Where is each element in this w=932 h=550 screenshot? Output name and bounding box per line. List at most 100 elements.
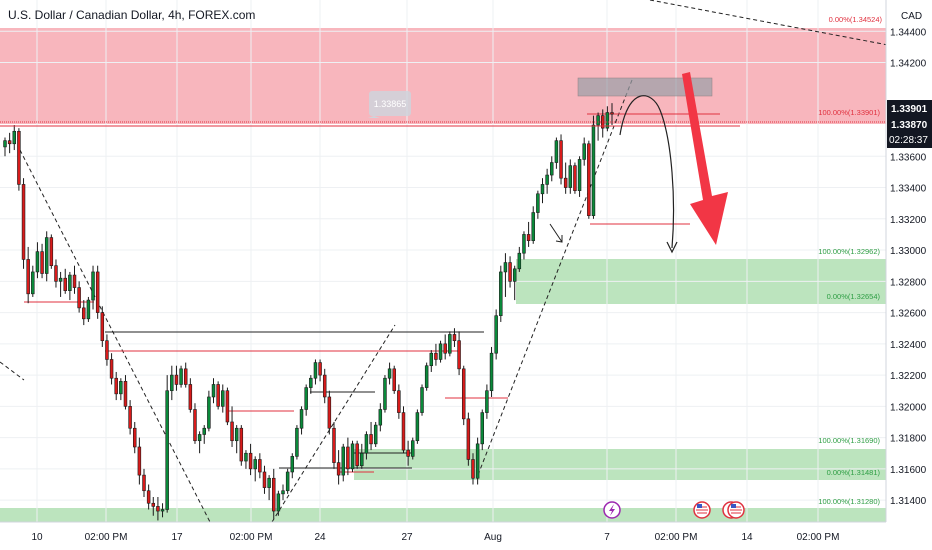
- candle-body: [304, 387, 308, 410]
- event-icons[interactable]: [603, 501, 745, 519]
- candle-body: [554, 140, 559, 163]
- candle-body: [211, 384, 216, 398]
- candle-body: [485, 390, 489, 413]
- chart-title: U.S. Dollar / Canadian Dollar, 4h, FOREX…: [8, 8, 255, 22]
- candle-body: [151, 502, 156, 507]
- candle-body: [244, 452, 248, 462]
- candle-body: [253, 459, 257, 470]
- candle-body: [568, 165, 573, 188]
- bar-countdown: 02:28:37: [889, 135, 928, 146]
- candle-body: [471, 459, 475, 479]
- candle-body: [512, 268, 517, 282]
- candle-body: [540, 184, 545, 195]
- price-tick-12: 1.31600: [890, 465, 927, 476]
- fib-label-upper-100: 100.00%(1.33901): [818, 108, 880, 117]
- candle-body: [35, 251, 40, 273]
- bid-price-value: 1.33870: [891, 120, 928, 131]
- candle-body: [494, 315, 498, 354]
- price-tick-0: 1.34400: [890, 27, 927, 38]
- candle-body: [137, 446, 142, 476]
- candle-body: [248, 452, 253, 470]
- candle-body: [438, 343, 443, 360]
- candle-body: [563, 177, 568, 188]
- candle-body: [309, 377, 313, 388]
- bid-price-badge: [887, 116, 932, 148]
- time-tick-9: 14: [741, 532, 753, 543]
- trendlines: [0, 0, 889, 523]
- candle-body: [536, 193, 540, 213]
- price-tick-2: 1.33600: [890, 152, 927, 163]
- candle-body: [174, 374, 179, 385]
- candle-body: [58, 277, 63, 282]
- candle-body: [378, 409, 383, 426]
- price-tick-10: 1.32000: [890, 402, 927, 413]
- candle-body: [466, 418, 471, 460]
- candle-body: [503, 262, 508, 273]
- price-tick-9: 1.32200: [890, 371, 927, 382]
- candle-body: [290, 456, 295, 473]
- price-axis[interactable]: [886, 0, 932, 550]
- candle-body: [550, 162, 554, 176]
- horizontal-grid: [0, 30, 886, 501]
- candle-body: [225, 390, 230, 423]
- candle-body: [360, 452, 364, 467]
- price-callout: 1.33865: [368, 91, 411, 118]
- price-tick-1: 1.34200: [890, 59, 927, 70]
- us-flag-canton-icon-2: [731, 504, 736, 508]
- projection-arc: [619, 95, 675, 249]
- candle-body: [573, 165, 577, 191]
- candle-body: [452, 334, 457, 342]
- small-arrow: [549, 223, 563, 243]
- candle-body: [95, 271, 100, 313]
- price-tick-7: 1.32600: [890, 309, 927, 320]
- candle-body: [82, 307, 86, 320]
- candle-body: [397, 390, 401, 413]
- time-axis[interactable]: [0, 522, 886, 550]
- candle-body: [119, 381, 123, 395]
- candle-body: [364, 434, 369, 454]
- candle-body: [489, 352, 494, 392]
- candle-body: [461, 368, 466, 420]
- candle-body: [202, 427, 206, 435]
- candle-body: [109, 359, 114, 379]
- candle-body: [346, 446, 350, 470]
- candle-body: [508, 262, 512, 282]
- time-tick-5: 27: [401, 532, 413, 543]
- candle-body: [105, 340, 109, 360]
- fib-label-upper-0: 0.00%(1.34524): [829, 15, 883, 24]
- fib-label-low-0: 0.00%(1.31481): [827, 468, 881, 477]
- candle-body: [341, 446, 345, 476]
- projection-arc-head: [666, 241, 678, 254]
- candle-body: [193, 409, 197, 442]
- candle-body: [424, 365, 429, 388]
- candle-body: [401, 412, 406, 451]
- candle-body: [272, 477, 276, 512]
- candle-body: [517, 252, 522, 270]
- candle-body: [21, 184, 26, 260]
- candle-body: [610, 112, 614, 115]
- candle-body: [434, 352, 438, 360]
- time-tick-3: 02:00 PM: [230, 532, 273, 543]
- candle-body: [281, 490, 285, 495]
- candle-body: [31, 271, 35, 295]
- price-tick-13: 1.31400: [890, 496, 927, 507]
- candle-body: [499, 271, 503, 317]
- time-tick-8: 02:00 PM: [655, 532, 698, 543]
- candle-body: [142, 474, 146, 492]
- candle-body: [54, 265, 58, 282]
- candle-body: [285, 471, 290, 492]
- candle-body: [318, 362, 322, 376]
- candle-body: [332, 427, 336, 463]
- candle-body: [411, 440, 415, 457]
- fib-label-low-100: 100.00%(1.31690): [818, 436, 880, 445]
- candle-body: [327, 396, 332, 429]
- candle-body: [100, 312, 105, 342]
- candle-body: [179, 368, 183, 385]
- currency-label: CAD: [901, 11, 922, 22]
- price-tick-8: 1.32400: [890, 340, 927, 351]
- candle-body: [49, 237, 54, 266]
- candle-body: [86, 299, 91, 320]
- fib-label-mid-100: 100.00%(1.32962): [818, 247, 880, 256]
- candle-body: [480, 412, 484, 445]
